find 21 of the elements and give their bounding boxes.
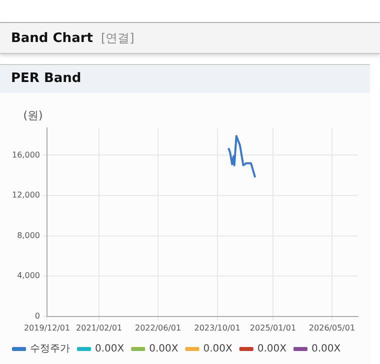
legend-label: 0.00X [149, 344, 178, 355]
x-tick-label: 2021/02/01 [76, 323, 122, 332]
text: Band Chart [11, 30, 93, 48]
y-tick-label: 16,000 [12, 150, 40, 160]
y-tick-label: 8,000 [17, 230, 40, 240]
x-tick-label: 2023/10/01 [194, 323, 240, 332]
y-tick-label: 0 [34, 311, 40, 320]
x-tick-label: 2025/01/01 [250, 323, 296, 332]
legend-label: 0.00X [95, 344, 124, 355]
x-tick-label: 2022/06/01 [134, 323, 182, 332]
x-tick-label: 2026/05/01 [308, 323, 356, 332]
legend-label: 0.00X [311, 344, 341, 355]
legend-label: 0.00X [203, 344, 232, 355]
y-tick-label: 4,000 [17, 271, 40, 280]
y-axis-title: (원) [23, 108, 43, 122]
text: [연결] [100, 30, 134, 47]
legend-label: 수정주가 [30, 344, 70, 355]
y-tick-label: 12,000 [12, 190, 40, 200]
chart-title: PER Band [11, 71, 82, 86]
x-tick-label: 2019/12/01 [24, 323, 70, 332]
legend-label: 0.00X [257, 344, 287, 355]
